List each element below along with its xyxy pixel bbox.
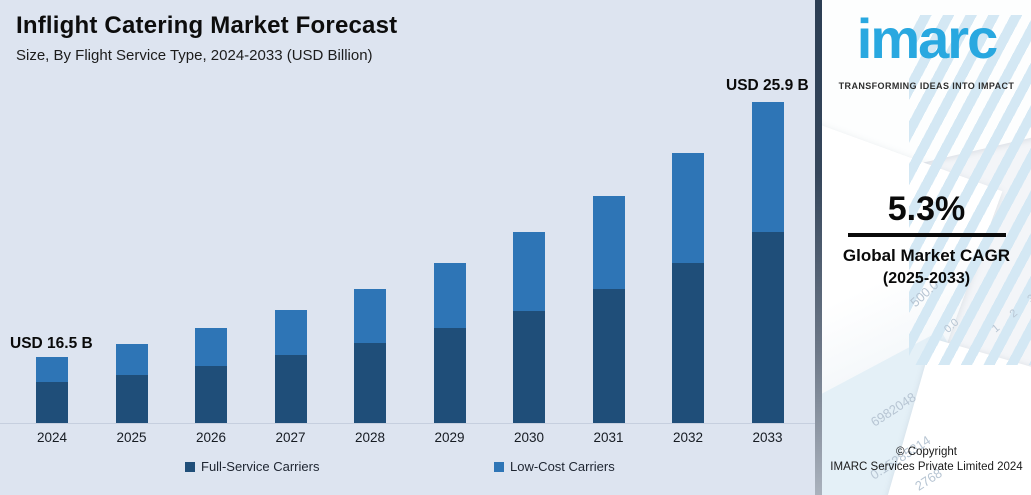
data-label-2033: USD 25.9 B: [726, 77, 809, 94]
bar-segment-full-service-2028: [354, 343, 386, 423]
cagr-value: 5.3%: [887, 190, 966, 228]
bar-segment-full-service-2031: [592, 289, 625, 423]
legend-swatch-full-service: [185, 461, 195, 472]
x-axis-label-2032: 2032: [672, 430, 704, 445]
plot-area: 2024 2025 2026 2027 2028 2029 2030 2031 2032 2033: [0, 102, 815, 445]
bar-column-2028: [354, 289, 386, 423]
imarc-panel: 500.0 0.0 1 2 3 4 6982048 0.15285314 276…: [822, 0, 1031, 495]
x-axis-label-2026: 2026: [195, 430, 227, 445]
bar-segment-low-cost-2030: [513, 232, 545, 311]
imarc-logo: imarc: [856, 7, 998, 70]
legend-label-full-service: Full-Service Carriers: [201, 459, 320, 474]
x-axis-label-2030: 2030: [513, 430, 545, 445]
panel-divider: [815, 0, 822, 495]
x-axis-label-2029: 2029: [434, 430, 465, 445]
bar-segment-full-service-2025: [115, 375, 148, 423]
cagr-label: Global Market CAGR: [842, 246, 1011, 265]
bar-column-2032: [672, 153, 704, 423]
chart-section: 2024 2025 2026 2027 2028 2029 2030 2031 2032 2033…: [0, 12, 815, 474]
bar-column-2026: [195, 328, 227, 423]
bar-column-2027: [274, 310, 307, 423]
imarc-tagline: TRANSFORMING IDEAS INTO IMPACT: [838, 81, 1015, 91]
bar-segment-low-cost-2031: [592, 196, 625, 289]
bar-segment-full-service-2030: [513, 311, 545, 423]
bar-column-2030: [513, 232, 545, 423]
bar-column-2031: [592, 196, 625, 423]
bar-segment-low-cost-2026: [195, 328, 227, 366]
cagr-underline: [847, 233, 1006, 237]
bar-segment-full-service-2026: [195, 366, 227, 423]
bar-segment-low-cost-2032: [672, 153, 704, 263]
legend-swatch-low-cost: [494, 461, 504, 472]
bar-segment-full-service-2032: [672, 263, 704, 423]
x-axis-label-2033: 2033: [752, 430, 783, 445]
chart-subtitle: Size, By Flight Service Type, 2024-2033 …: [16, 47, 373, 64]
cagr-period: (2025-2033): [882, 270, 971, 287]
bar-segment-full-service-2027: [274, 355, 307, 423]
legend-item-low-cost: Low-Cost Carriers: [494, 459, 615, 474]
copyright-line2: IMARC Services Private Limited 2024: [830, 461, 1023, 473]
bar-column-2033: [751, 102, 784, 423]
page-title: Inflight Catering Market Forecast: [16, 12, 398, 39]
bar-segment-full-service-2033: [751, 232, 784, 423]
bar-segment-low-cost-2028: [354, 289, 386, 343]
x-axis-label-2031: 2031: [593, 430, 624, 445]
bar-column-2029: [433, 263, 466, 423]
bar-segment-low-cost-2033: [751, 102, 784, 232]
copyright-line1: © Copyright: [896, 446, 957, 458]
bar-segment-low-cost-2029: [433, 263, 466, 328]
legend-item-full-service: Full-Service Carriers: [185, 459, 319, 474]
bar-column-2025: [115, 344, 148, 423]
x-axis-label-2025: 2025: [116, 430, 147, 445]
bar-chart-stripes-art: [909, 15, 1031, 365]
bar-segment-full-service-2029: [433, 328, 466, 423]
panel-content: imarc TRANSFORMING IDEAS INTO IMPACT 5.3…: [822, 0, 1031, 495]
x-axis-label-2024: 2024: [36, 430, 68, 445]
bar-segment-full-service-2024: [36, 382, 68, 423]
x-axis-label-2028: 2028: [354, 430, 386, 445]
bar-column-2024: [36, 357, 68, 423]
bar-segment-low-cost-2024: [36, 357, 68, 382]
bar-segment-low-cost-2027: [274, 310, 307, 355]
bar-segment-low-cost-2025: [115, 344, 148, 375]
panel-background-art: 500.0 0.0 1 2 3 4 6982048 0.15285314 276…: [822, 0, 1031, 495]
legend-label-low-cost: Low-Cost Carriers: [510, 459, 615, 474]
x-axis-label-2027: 2027: [275, 430, 306, 445]
data-label-2024: USD 16.5 B: [10, 335, 93, 352]
x-axis-line: [0, 423, 815, 424]
chart-header: Inflight Catering Market Forecast Size, …: [16, 12, 397, 64]
